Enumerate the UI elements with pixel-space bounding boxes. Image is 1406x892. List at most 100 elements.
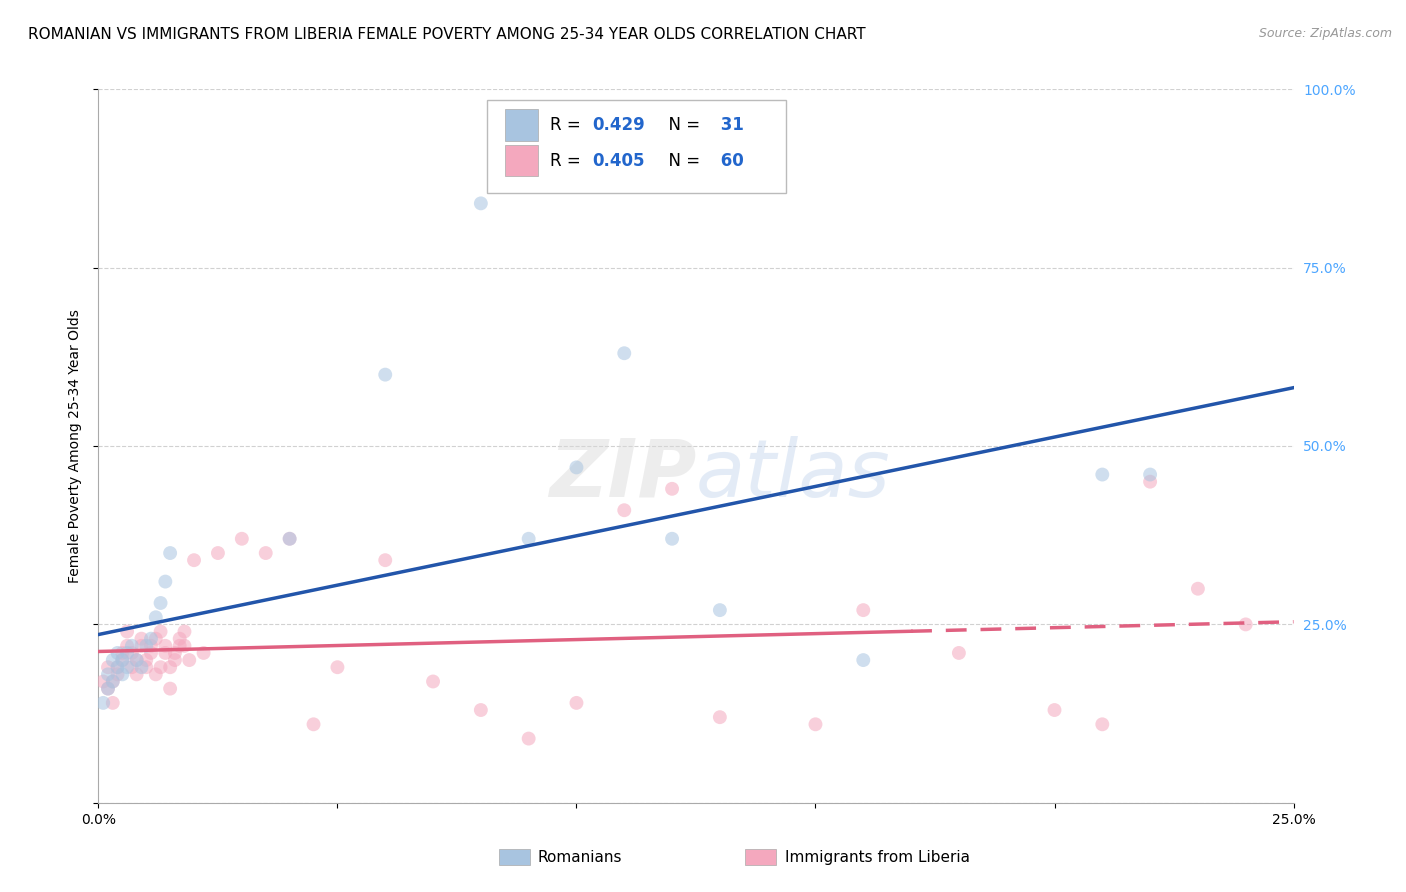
Point bbox=[948, 646, 970, 660]
Point bbox=[115, 639, 138, 653]
Text: 0.429: 0.429 bbox=[592, 116, 645, 134]
Point bbox=[254, 546, 277, 560]
Text: R =: R = bbox=[550, 152, 586, 169]
Point bbox=[111, 653, 134, 667]
Point bbox=[278, 532, 301, 546]
Point bbox=[661, 482, 683, 496]
Text: Romanians: Romanians bbox=[537, 850, 621, 864]
Point bbox=[470, 703, 492, 717]
Point bbox=[111, 653, 134, 667]
Point bbox=[1234, 617, 1257, 632]
Point bbox=[374, 368, 396, 382]
Point bbox=[613, 503, 636, 517]
Point bbox=[231, 532, 253, 546]
Point bbox=[155, 574, 177, 589]
Point bbox=[517, 532, 540, 546]
Point bbox=[135, 653, 157, 667]
Point bbox=[91, 696, 114, 710]
Point bbox=[1187, 582, 1209, 596]
Point bbox=[149, 660, 172, 674]
Point bbox=[91, 674, 114, 689]
Point bbox=[97, 681, 120, 696]
Point bbox=[804, 717, 827, 731]
Point bbox=[107, 646, 129, 660]
Point bbox=[121, 660, 143, 674]
Point bbox=[374, 553, 396, 567]
Point bbox=[1091, 717, 1114, 731]
Point bbox=[115, 660, 138, 674]
Point bbox=[302, 717, 325, 731]
Point bbox=[169, 632, 191, 646]
Point bbox=[131, 639, 153, 653]
Text: 60: 60 bbox=[716, 152, 744, 169]
Point bbox=[115, 624, 138, 639]
Point bbox=[155, 639, 177, 653]
Point bbox=[159, 681, 181, 696]
Point bbox=[207, 546, 229, 560]
Point bbox=[107, 667, 129, 681]
Point bbox=[163, 646, 186, 660]
Point bbox=[107, 660, 129, 674]
FancyBboxPatch shape bbox=[486, 100, 786, 193]
Point bbox=[159, 546, 181, 560]
Point bbox=[145, 632, 167, 646]
Point bbox=[121, 639, 143, 653]
Point bbox=[326, 660, 349, 674]
Point bbox=[101, 674, 124, 689]
Text: 31: 31 bbox=[716, 116, 744, 134]
Point bbox=[613, 346, 636, 360]
Point bbox=[517, 731, 540, 746]
Text: N =: N = bbox=[658, 116, 700, 134]
Point bbox=[852, 653, 875, 667]
Point bbox=[169, 639, 191, 653]
Point bbox=[111, 667, 134, 681]
Point bbox=[470, 196, 492, 211]
Text: R =: R = bbox=[550, 116, 586, 134]
Point bbox=[139, 646, 162, 660]
Point bbox=[565, 460, 588, 475]
Point bbox=[111, 646, 134, 660]
Text: Immigrants from Liberia: Immigrants from Liberia bbox=[785, 850, 970, 864]
Point bbox=[101, 674, 124, 689]
FancyBboxPatch shape bbox=[505, 145, 538, 177]
Point bbox=[135, 660, 157, 674]
Point bbox=[155, 646, 177, 660]
Point bbox=[565, 696, 588, 710]
Point bbox=[101, 653, 124, 667]
Point bbox=[125, 667, 148, 681]
Point bbox=[135, 639, 157, 653]
Point bbox=[173, 624, 195, 639]
Text: ROMANIAN VS IMMIGRANTS FROM LIBERIA FEMALE POVERTY AMONG 25-34 YEAR OLDS CORRELA: ROMANIAN VS IMMIGRANTS FROM LIBERIA FEMA… bbox=[28, 27, 866, 42]
Point bbox=[139, 639, 162, 653]
Text: Source: ZipAtlas.com: Source: ZipAtlas.com bbox=[1258, 27, 1392, 40]
Point bbox=[97, 667, 120, 681]
Text: atlas: atlas bbox=[696, 435, 891, 514]
Point bbox=[131, 660, 153, 674]
Point bbox=[107, 660, 129, 674]
Point bbox=[97, 660, 120, 674]
Text: ZIP: ZIP bbox=[548, 435, 696, 514]
Point bbox=[149, 624, 172, 639]
Point bbox=[193, 646, 215, 660]
Point bbox=[121, 646, 143, 660]
Point bbox=[101, 696, 124, 710]
Point bbox=[145, 667, 167, 681]
Text: N =: N = bbox=[658, 152, 700, 169]
Point bbox=[173, 639, 195, 653]
Point bbox=[1091, 467, 1114, 482]
Text: 0.405: 0.405 bbox=[592, 152, 644, 169]
Point bbox=[709, 603, 731, 617]
Y-axis label: Female Poverty Among 25-34 Year Olds: Female Poverty Among 25-34 Year Olds bbox=[69, 309, 83, 583]
Point bbox=[115, 646, 138, 660]
Point bbox=[1043, 703, 1066, 717]
FancyBboxPatch shape bbox=[505, 109, 538, 141]
Point bbox=[852, 603, 875, 617]
Point bbox=[145, 610, 167, 624]
Point bbox=[125, 653, 148, 667]
Point bbox=[179, 653, 201, 667]
Point bbox=[139, 632, 162, 646]
Point bbox=[278, 532, 301, 546]
Point bbox=[159, 660, 181, 674]
Point bbox=[125, 653, 148, 667]
Point bbox=[709, 710, 731, 724]
